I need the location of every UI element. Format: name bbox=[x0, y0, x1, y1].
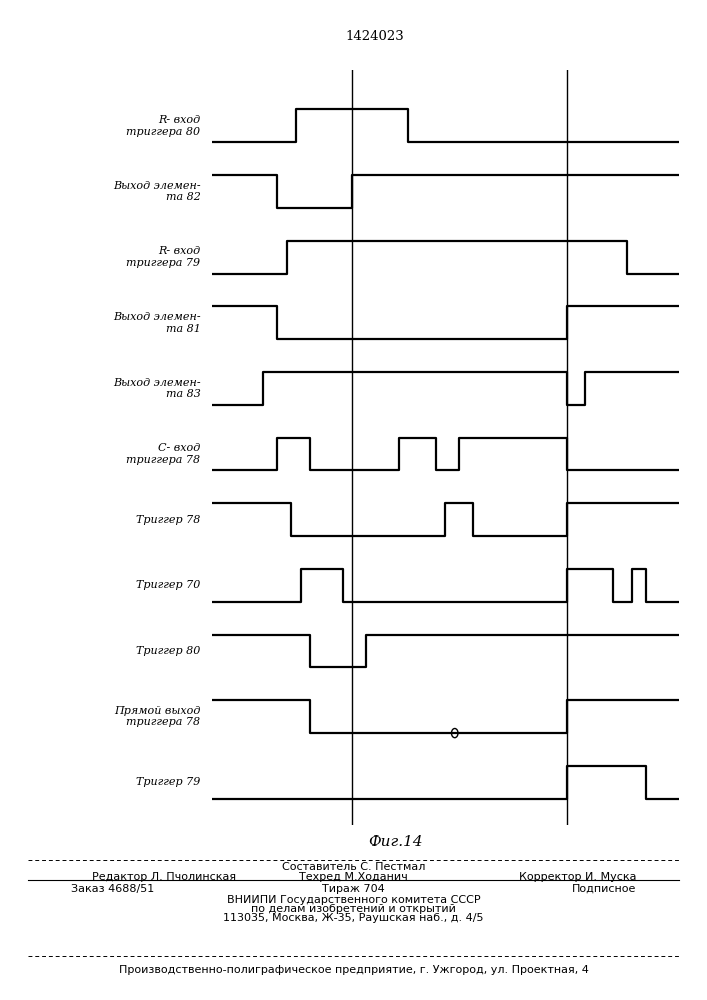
Text: Триггер 78: Триггер 78 bbox=[136, 515, 201, 525]
Text: Подписное: Подписное bbox=[572, 884, 636, 894]
Text: Корректор И. Муска: Корректор И. Муска bbox=[519, 872, 636, 882]
Text: Техред М.Ходанич: Техред М.Ходанич bbox=[299, 872, 408, 882]
Text: 113035, Москва, Ж-35, Раушская наб., д. 4/5: 113035, Москва, Ж-35, Раушская наб., д. … bbox=[223, 913, 484, 923]
Text: Триггер 79: Триггер 79 bbox=[136, 777, 201, 787]
Text: Заказ 4688/51: Заказ 4688/51 bbox=[71, 884, 154, 894]
Text: R- вход
триггера 79: R- вход триггера 79 bbox=[127, 246, 201, 268]
Text: Фиг.14: Фиг.14 bbox=[368, 835, 423, 849]
Text: ВНИИПИ Государственного комитета СССР: ВНИИПИ Государственного комитета СССР bbox=[227, 895, 480, 905]
Text: Производственно-полиграфическое предприятие, г. Ужгород, ул. Проектная, 4: Производственно-полиграфическое предприя… bbox=[119, 965, 588, 975]
Text: Триггер 80: Триггер 80 bbox=[136, 646, 201, 656]
Text: Тираж 704: Тираж 704 bbox=[322, 884, 385, 894]
Text: Выход элемен-
та 81: Выход элемен- та 81 bbox=[113, 312, 201, 334]
Text: Составитель С. Пестмал: Составитель С. Пестмал bbox=[282, 862, 425, 872]
Text: по делам изобретений и открытий: по делам изобретений и открытий bbox=[251, 904, 456, 914]
Text: Прямой выход
триггера 78: Прямой выход триггера 78 bbox=[114, 706, 201, 727]
Text: Выход элемен-
та 83: Выход элемен- та 83 bbox=[113, 378, 201, 399]
Text: Редактор Л. Пчолинская: Редактор Л. Пчолинская bbox=[92, 872, 236, 882]
Text: Выход элемен-
та 82: Выход элемен- та 82 bbox=[113, 181, 201, 202]
Text: 1424023: 1424023 bbox=[345, 30, 404, 43]
Text: R- вход
триггера 80: R- вход триггера 80 bbox=[127, 115, 201, 137]
Text: С- вход
триггера 78: С- вход триггера 78 bbox=[127, 443, 201, 465]
Text: Триггер 70: Триггер 70 bbox=[136, 580, 201, 590]
